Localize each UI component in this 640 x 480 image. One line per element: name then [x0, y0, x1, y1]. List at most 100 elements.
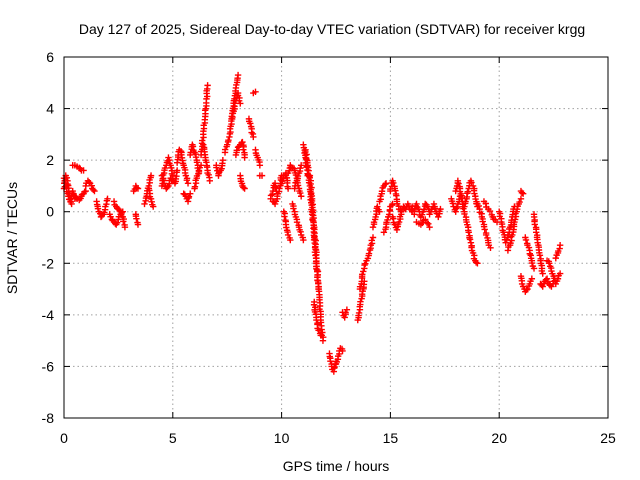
data-point [376, 208, 383, 215]
data-point [464, 188, 471, 195]
data-point [297, 193, 305, 200]
x-tick-label: 5 [169, 430, 177, 446]
data-point [241, 185, 248, 192]
data-point [64, 180, 71, 188]
data-point [468, 179, 475, 186]
data-point [197, 162, 205, 169]
data-point [466, 236, 474, 243]
data-point [481, 226, 488, 233]
data-point [341, 314, 348, 321]
data-point [80, 167, 87, 174]
data-point [219, 156, 227, 164]
data-point [315, 285, 322, 293]
data-point [382, 180, 390, 187]
data-point [297, 162, 305, 169]
data-point [486, 207, 494, 215]
data-point [133, 215, 140, 222]
data-points [60, 71, 564, 375]
data-point [390, 179, 397, 187]
data-point [306, 174, 313, 181]
data-point [355, 309, 363, 317]
y-tick-label: 6 [46, 49, 54, 65]
data-point [518, 189, 526, 196]
data-point [343, 306, 351, 313]
x-axis-label: GPS time / hours [283, 458, 390, 474]
data-point [199, 137, 206, 144]
data-point [528, 275, 536, 282]
data-point [120, 218, 127, 225]
y-axis-label: SDTVAR / TECUs [4, 182, 20, 294]
data-point [252, 88, 259, 96]
data-point [339, 347, 346, 355]
data-point [516, 198, 523, 206]
data-point [134, 221, 142, 228]
data-point [519, 190, 527, 197]
data-point [362, 260, 369, 267]
data-point [487, 244, 494, 252]
chart-title: Day 127 of 2025, Sidereal Day-to-day VTE… [79, 21, 585, 37]
data-point [287, 236, 294, 244]
data-point [313, 316, 320, 324]
x-tick-label: 25 [600, 430, 616, 446]
data-point [556, 242, 564, 249]
data-point [422, 216, 429, 223]
data-point [150, 203, 157, 210]
data-point [435, 213, 442, 221]
data-point [94, 205, 102, 212]
data-point [556, 270, 564, 277]
data-point [113, 219, 121, 226]
data-point [141, 200, 148, 208]
data-point [240, 184, 247, 191]
data-point [168, 164, 175, 172]
data-point [250, 133, 257, 141]
data-point [134, 185, 142, 192]
data-point [86, 179, 93, 186]
data-point [239, 138, 246, 146]
y-tick-label: 0 [46, 204, 54, 220]
data-point [308, 197, 316, 205]
data-point [185, 193, 193, 200]
data-point [284, 185, 292, 192]
data-point [465, 229, 472, 236]
data-point [455, 180, 462, 187]
data-point [169, 177, 176, 184]
data-point [374, 203, 381, 210]
data-point [546, 260, 553, 267]
data-point [173, 167, 181, 174]
data-point [184, 180, 192, 187]
data-point [104, 195, 111, 203]
data-point [297, 189, 304, 197]
data-point [193, 159, 201, 166]
data-point [425, 220, 432, 228]
data-point [398, 211, 405, 218]
data-point [90, 186, 97, 193]
data-point [531, 221, 538, 228]
data-point [431, 205, 439, 212]
data-point [369, 223, 377, 231]
data-point [453, 203, 461, 211]
data-point [300, 236, 307, 244]
data-point [91, 187, 98, 195]
data-point [237, 100, 244, 107]
data-point [474, 260, 481, 267]
data-point [511, 216, 519, 223]
data-point [258, 172, 266, 179]
data-point [368, 237, 375, 244]
data-point [213, 164, 220, 171]
data-point [116, 207, 123, 214]
data-point [164, 183, 171, 191]
data-point [369, 234, 377, 241]
data-point [233, 147, 240, 154]
data-point [530, 265, 538, 272]
data-point [160, 180, 168, 187]
data-point [552, 254, 559, 262]
data-point [360, 268, 367, 275]
data-point [356, 283, 364, 290]
data-point [528, 259, 536, 267]
x-tick-label: 10 [274, 430, 290, 446]
grid [64, 57, 608, 418]
data-point [472, 259, 480, 266]
data-point [133, 184, 140, 191]
data-point [361, 261, 368, 269]
